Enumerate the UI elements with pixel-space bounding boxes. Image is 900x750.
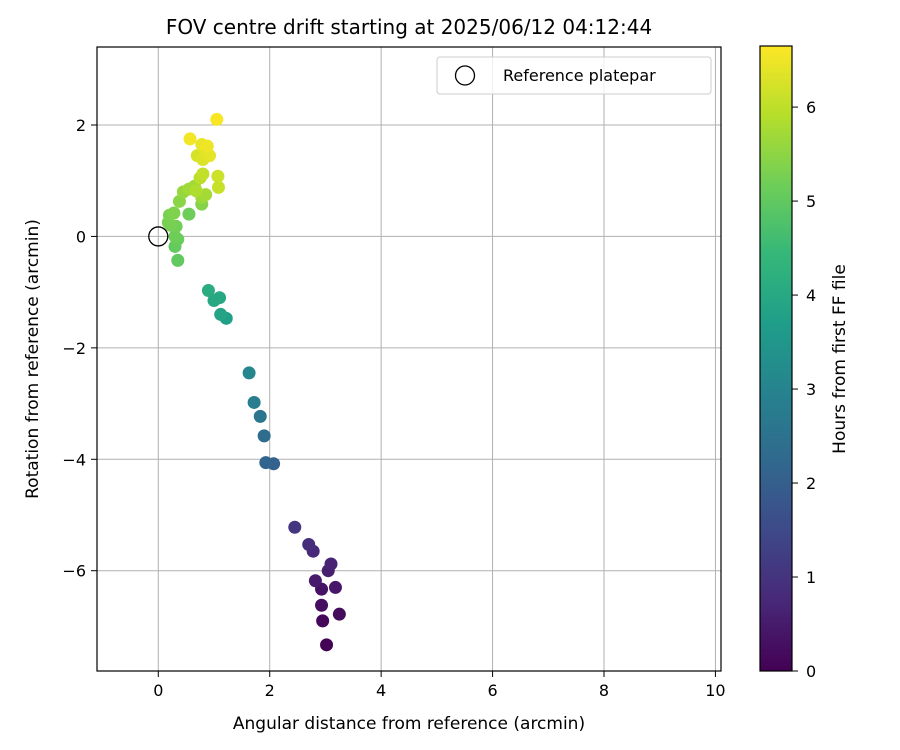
data-point [288, 520, 302, 534]
colorbar-tick-label: 0 [806, 662, 816, 681]
colorbar-tick-label: 3 [806, 380, 816, 399]
data-point [189, 184, 203, 198]
colorbar-tick-label: 6 [806, 98, 816, 117]
legend-box [436, 56, 712, 95]
data-point [320, 638, 334, 652]
x-tick-label: 10 [705, 681, 725, 700]
data-point [257, 429, 271, 443]
data-point [168, 229, 182, 243]
x-tick-label: 6 [487, 681, 497, 700]
x-tick-label: 4 [376, 681, 386, 700]
data-point [316, 614, 330, 628]
x-tick-label: 0 [153, 681, 163, 700]
x-tick-label: 2 [265, 681, 275, 700]
colorbar-tick-label: 4 [806, 286, 816, 305]
x-axis-ticks: 0 2 4 6 8 10 [153, 671, 726, 700]
colorbar-tick-label: 2 [806, 474, 816, 493]
data-point [183, 132, 197, 146]
data-point [207, 294, 221, 307]
data-point [315, 598, 329, 612]
data-point [242, 366, 256, 380]
colorbar [759, 45, 793, 672]
colorbar-ticks: 0 1 2 3 4 5 6 [792, 98, 816, 681]
chart-title: FOV centre drift starting at 2025/06/12 … [166, 15, 652, 39]
grid-lines [97, 47, 721, 671]
y-axis-label: Rotation from reference (arcmin) [23, 219, 43, 499]
data-point [171, 253, 185, 267]
data-point [308, 574, 322, 588]
scatter-points [161, 112, 346, 652]
legend-entry-reference: Reference platepar [503, 66, 656, 85]
data-point [210, 112, 224, 126]
data-point [302, 538, 316, 552]
data-point [214, 307, 228, 321]
data-point [332, 607, 346, 621]
data-point [196, 167, 210, 181]
legend: Reference platepar [436, 56, 712, 95]
y-tick-label: 0 [76, 227, 86, 246]
y-tick-label: −2 [62, 339, 86, 358]
x-axis-label: Angular distance from reference (arcmin) [233, 714, 585, 734]
data-point [211, 169, 225, 183]
y-axis-ticks: −6 −4 −2 0 2 [62, 116, 97, 581]
x-tick-label: 8 [599, 681, 609, 700]
legend-marker-reference [454, 65, 476, 86]
colorbar-tick-label: 5 [806, 192, 816, 211]
y-tick-label: −6 [62, 562, 86, 581]
y-tick-label: 2 [76, 116, 86, 135]
data-point [200, 139, 214, 153]
data-point [328, 580, 342, 594]
data-point [182, 207, 196, 221]
data-point [259, 456, 273, 470]
data-point [247, 395, 261, 409]
data-point [324, 557, 338, 571]
colorbar-tick-label: 1 [806, 568, 816, 587]
colorbar-label: Hours from first FF file [830, 264, 850, 454]
reference-marker [148, 226, 169, 247]
data-point [201, 283, 215, 297]
data-point [167, 206, 181, 220]
plot-area-frame [96, 46, 722, 672]
data-point [253, 409, 267, 423]
data-point [211, 180, 225, 194]
y-tick-label: −4 [62, 450, 86, 469]
